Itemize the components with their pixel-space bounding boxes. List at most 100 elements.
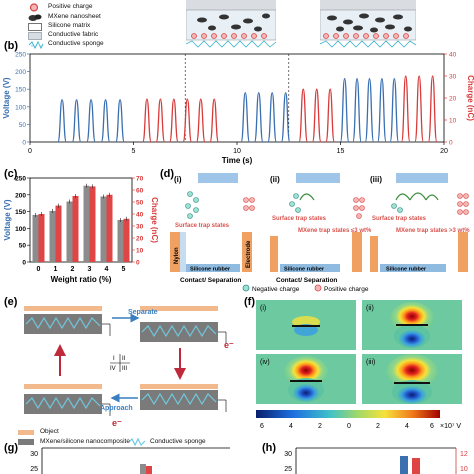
voltage-pulse — [364, 77, 375, 143]
sponge-swatch-icon — [128, 438, 146, 446]
negative-charge-cluster — [185, 191, 199, 219]
y-right-tick-label: 30 — [449, 74, 457, 81]
charge-pulse — [414, 75, 425, 143]
panel-d-rubber-ii: Silicone rubber — [284, 267, 325, 273]
panel-d-contact-i: Contact/ Separation — [180, 277, 241, 284]
panel-e-legend: Object MXene/silicone nanocomposite Cond… — [18, 428, 248, 450]
panel-b-ylabel-left: Voltage (V) — [2, 77, 11, 119]
panel-c-xlabel: Weight ratio (%) — [51, 275, 112, 284]
x-tick-label: 2 — [71, 266, 75, 273]
y-left-tick-label: 250 — [15, 176, 26, 183]
panel-c-ylabel-left: Voltage (V) — [3, 199, 12, 241]
charge-pulse — [182, 98, 193, 143]
y-left-tick-label: 200 — [15, 192, 26, 199]
field-label-ii: (ii) — [366, 305, 374, 312]
panel-e-label: (e) — [4, 296, 18, 308]
charge-pulse — [427, 75, 438, 143]
voltage-bar — [32, 214, 39, 262]
voltage-pulse — [280, 92, 291, 143]
panel-b-ylabel-right: Charge (nC) — [466, 75, 474, 121]
legend-mxene-nanosheet: MXene nanosheet — [48, 13, 101, 20]
colorbar-tick: 6 — [260, 423, 264, 430]
panel-h-ytick-right: 12 — [460, 451, 468, 458]
colorbar-tick: 6 — [430, 423, 434, 430]
y-left-tick-label: 50 — [19, 122, 27, 129]
mxene-nanosheet-icon — [28, 14, 42, 21]
x-tick-label: 20 — [440, 148, 448, 155]
charge-pulse — [298, 88, 309, 143]
voltage-bar — [66, 201, 73, 262]
voltage-bar — [83, 185, 90, 262]
field-map-ii: (ii) — [362, 300, 462, 350]
voltage-bar — [117, 220, 124, 262]
panel-f-label: (f) — [244, 296, 255, 308]
y-right-tick-label: 70 — [136, 176, 144, 183]
panel-e-electron-top: e⁻ — [224, 340, 234, 350]
charge-bar — [89, 186, 96, 262]
panel-d-note-ii: MXene trap states ≤3 wt% — [298, 228, 372, 234]
field-map-iii: (iii) — [362, 354, 462, 404]
charge-pulse — [195, 98, 206, 143]
panel-b-frame — [29, 53, 445, 143]
panel-h-chart: 30 25 12 10 — [284, 447, 468, 474]
panel-c-label: (c) — [4, 168, 18, 180]
x-tick-label: 0 — [28, 148, 32, 155]
y-left-tick-label: 150 — [15, 209, 26, 216]
panel-d-label: (d) — [160, 168, 175, 180]
positive-charge-icon — [314, 284, 322, 292]
panel-c-ylabel-right: Charge (nC) — [150, 197, 158, 243]
legend-nanocomposite: MXene/silicone nanocomposite — [40, 438, 130, 445]
panel-d-states-iii: Surface trap states — [372, 216, 427, 222]
y-left-tick-label: 150 — [15, 87, 26, 94]
panel-d-rubber-i: Silicone rubber — [190, 267, 231, 273]
panel-a-schematic-2 — [320, 0, 416, 48]
device-top-right — [140, 306, 227, 344]
y-left-tick-label: 200 — [15, 69, 26, 76]
x-tick-label: 5 — [122, 266, 126, 273]
y-right-tick-label: 0 — [136, 260, 140, 267]
charge-bar — [106, 194, 113, 262]
conductive-fabric-icon — [28, 32, 42, 40]
charge-pulse — [155, 98, 166, 143]
charge-bar — [38, 214, 45, 262]
panel-d-nylon-i: Nylon — [174, 247, 180, 264]
panel-h-ytick-right: 10 — [460, 466, 468, 473]
quadrant-ii: II — [122, 356, 126, 362]
legend-object: Object — [40, 428, 59, 435]
field-label-iii: (iii) — [366, 359, 375, 366]
quadrant-i: I — [113, 356, 115, 362]
colorbar-unit: ×10⁷ V — [440, 423, 461, 430]
y-left-tick-label: 100 — [15, 226, 26, 233]
colorbar-tick: 2 — [376, 423, 380, 430]
panel-g-chart: 30 25 — [30, 447, 230, 474]
panel-d-id-ii: (ii) — [270, 175, 280, 184]
voltage-pulse — [389, 77, 400, 143]
charge-bar — [123, 218, 130, 262]
panel-d-subpanel-ii: (ii) Surface trap states MXene trap stat… — [270, 173, 372, 284]
y-left-tick-label: 250 — [15, 52, 26, 59]
x-tick-label: 10 — [233, 148, 241, 155]
panel-c-frame — [29, 177, 133, 263]
y-right-tick-label: 40 — [136, 212, 144, 219]
voltage-bar — [49, 210, 56, 262]
x-tick-label: 5 — [132, 148, 136, 155]
panel-a-legend: Positive charge MXene nanosheet Silicone… — [28, 2, 158, 50]
y-left-tick-label: 0 — [22, 260, 26, 267]
field-map-iv: (iv) — [256, 354, 356, 404]
panel-d-legend-positive: Positive charge — [324, 286, 369, 293]
x-tick-label: 4 — [105, 266, 109, 273]
panel-e-electron-bottom: e⁻ — [112, 418, 122, 428]
charge-pulse — [142, 98, 152, 143]
panel-e-separate: Separate — [128, 309, 158, 316]
charge-pulse — [169, 98, 179, 143]
legend-conductive-fabric: Conductive fabric — [48, 31, 99, 38]
nanocomposite-swatch-icon — [18, 439, 34, 445]
charge-bar — [72, 196, 79, 262]
field-label-iv: (iv) — [260, 359, 270, 366]
field-map-i: (i) — [256, 300, 356, 350]
charge-pulse — [311, 88, 322, 143]
panel-d-subpanel-i: (i) Surface trap states Nylon Silicone r… — [170, 173, 255, 284]
panel-d-states-ii: Surface trap states — [272, 216, 327, 222]
legend-silicone-matrix: Silicone matrix — [48, 22, 91, 29]
